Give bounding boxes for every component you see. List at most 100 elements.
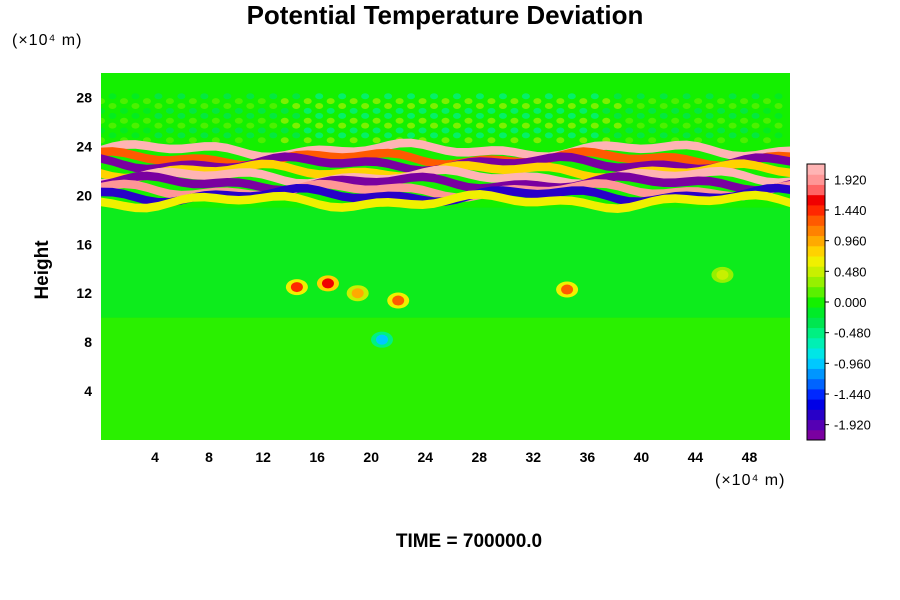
wave-cell — [510, 127, 519, 134]
colorbar-swatch — [807, 358, 825, 369]
wave-cell — [165, 107, 174, 114]
wave-cell — [694, 127, 703, 134]
wave-cell — [326, 137, 335, 144]
y-axis-ticks: 4 8 12 16 20 24 28 — [76, 89, 92, 399]
wave-cell — [315, 103, 324, 110]
wave-cell — [510, 98, 519, 105]
wave-cell — [441, 127, 450, 134]
wave-cell — [280, 117, 289, 124]
wave-cell — [705, 103, 714, 110]
wave-cell — [303, 107, 312, 114]
blob — [351, 288, 364, 299]
wave-cell — [682, 103, 691, 110]
wave-cell — [636, 112, 645, 119]
wave-cell — [682, 132, 691, 139]
wave-cell — [165, 98, 174, 105]
colorbar-swatch — [807, 368, 825, 380]
wave-cell — [154, 112, 163, 119]
wave-cell — [579, 137, 588, 144]
wave-cell — [498, 103, 507, 110]
wave-cell — [280, 137, 289, 144]
wave-cell — [269, 103, 278, 110]
wave-cell — [430, 112, 439, 119]
wave-cell — [257, 137, 266, 144]
wave-cell — [671, 98, 680, 105]
wave-cell — [487, 98, 496, 105]
wave-cell — [315, 132, 324, 139]
wave-cell — [544, 122, 553, 129]
wave-cell — [246, 122, 255, 129]
wave-cell — [510, 107, 519, 114]
colorbar-swatch — [807, 419, 825, 431]
wave-cell — [101, 98, 105, 105]
wave-cell — [142, 107, 151, 114]
wave-cell — [717, 98, 726, 105]
wave-cell — [613, 132, 622, 139]
wave-cell — [165, 127, 174, 134]
wave-cell — [579, 107, 588, 114]
layer-band — [101, 183, 790, 207]
wave-cell — [430, 93, 439, 100]
wave-cell — [280, 127, 289, 134]
wave-cell — [211, 127, 220, 134]
wave-cell — [533, 117, 542, 124]
wave-cell — [246, 93, 255, 100]
wave-cell — [101, 137, 105, 144]
y-tick-label: 16 — [76, 236, 92, 252]
wave-cell — [671, 117, 680, 124]
wave-cell — [728, 132, 737, 139]
wave-cell — [452, 112, 461, 119]
wave-cell — [567, 103, 576, 110]
wave-cell — [625, 117, 634, 124]
wave-cell — [648, 127, 657, 134]
wave-cell — [659, 93, 668, 100]
wave-cell — [154, 132, 163, 139]
wave-cell — [602, 117, 611, 124]
wave-cell — [510, 117, 519, 124]
x-tick-label: 48 — [742, 449, 758, 465]
wave-cell — [464, 107, 473, 114]
wave-cell — [372, 137, 381, 144]
wave-cell — [101, 127, 105, 134]
wave-cell — [108, 122, 117, 129]
wave-cell — [452, 93, 461, 100]
wave-cell — [728, 93, 737, 100]
wave-cell — [223, 122, 232, 129]
wave-cell — [705, 93, 714, 100]
wave-cell — [395, 127, 404, 134]
wave-cell — [257, 127, 266, 134]
wave-cell — [740, 127, 749, 134]
wave-cell — [131, 93, 140, 100]
wave-cell — [728, 112, 737, 119]
wave-cell — [740, 98, 749, 105]
wave-cell — [384, 122, 393, 129]
colorbar-swatch — [807, 388, 825, 400]
y-axis-unit-label: (×10⁴ m) — [12, 32, 83, 49]
wave-cell — [119, 107, 128, 114]
wave-cell — [475, 103, 484, 110]
wave-cell — [717, 137, 726, 144]
wave-cell — [533, 98, 542, 105]
wave-cell — [556, 98, 565, 105]
wave-cell — [475, 93, 484, 100]
colorbar-swatch — [807, 317, 825, 329]
colorbar-tick-label: 0.480 — [834, 264, 867, 279]
wave-cell — [269, 122, 278, 129]
wave-cell — [763, 117, 772, 124]
wave-cell — [188, 107, 197, 114]
wave-cell — [774, 112, 783, 119]
wave-cell — [774, 122, 783, 129]
wave-cell — [694, 107, 703, 114]
field-lower-region — [101, 317, 790, 440]
y-tick-label: 20 — [76, 187, 92, 203]
wave-cell — [510, 137, 519, 144]
wave-cell — [338, 132, 347, 139]
wave-cell — [487, 107, 496, 114]
wave-cell — [464, 137, 473, 144]
wave-cell — [671, 107, 680, 114]
wave-cell — [613, 103, 622, 110]
wave-cell — [636, 132, 645, 139]
wave-cell — [177, 132, 186, 139]
wave-cell — [200, 93, 209, 100]
colorbar-tick-label: 1.440 — [834, 203, 867, 218]
